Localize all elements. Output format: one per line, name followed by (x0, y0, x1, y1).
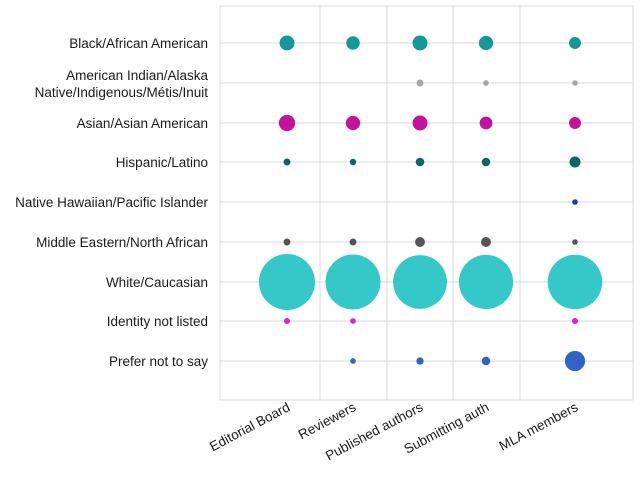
y-tick-label: Hispanic/Latino (116, 155, 208, 170)
y-tick-label: Prefer not to say (109, 354, 208, 369)
bubble (278, 114, 296, 132)
bubble (481, 237, 491, 247)
bubble (350, 318, 356, 324)
bubble (479, 116, 493, 130)
bubble (564, 350, 586, 372)
y-tick-label: Identity not listed (107, 314, 208, 329)
bubble (279, 35, 295, 51)
bubble (481, 157, 491, 167)
bubble (346, 36, 360, 50)
y-tick-label: Asian/Asian American (77, 116, 208, 131)
bubble (571, 317, 579, 325)
bubble (572, 80, 578, 86)
bubble (481, 356, 491, 366)
y-tick-label: Native Hawaiian/Pacific Islander (15, 195, 208, 210)
bubble (350, 358, 356, 364)
bubble (569, 156, 581, 168)
bubble (569, 117, 581, 129)
bubble (412, 115, 428, 131)
y-tick-label: Middle Eastern/North African (36, 235, 208, 250)
bubble (283, 317, 291, 325)
x-tick-label: Editorial Board (207, 399, 292, 454)
bubble (412, 35, 428, 51)
bubble (349, 158, 357, 166)
bubble (393, 255, 447, 309)
bubble (458, 254, 514, 310)
bubble (416, 357, 424, 365)
y-tick-label: Black/African American (69, 36, 208, 51)
bubble (325, 254, 381, 310)
y-tick-label: American Indian/Alaska Native/Indigenous/… (35, 68, 209, 100)
bubble (345, 115, 361, 131)
plot-frame (219, 5, 634, 401)
bubble (569, 37, 581, 49)
y-tick-label: White/Caucasian (106, 275, 208, 290)
x-tick-label: MLA members (497, 399, 581, 453)
bubble (349, 238, 357, 246)
bubble (283, 238, 291, 246)
bubble (478, 35, 494, 51)
bubble (416, 79, 424, 87)
bubble (283, 158, 291, 166)
bubble (415, 237, 425, 247)
bubble (572, 239, 578, 245)
bubble (572, 199, 578, 205)
bubble (547, 254, 603, 310)
bubble (483, 80, 489, 86)
bubble (259, 254, 315, 310)
bubble (415, 157, 425, 167)
